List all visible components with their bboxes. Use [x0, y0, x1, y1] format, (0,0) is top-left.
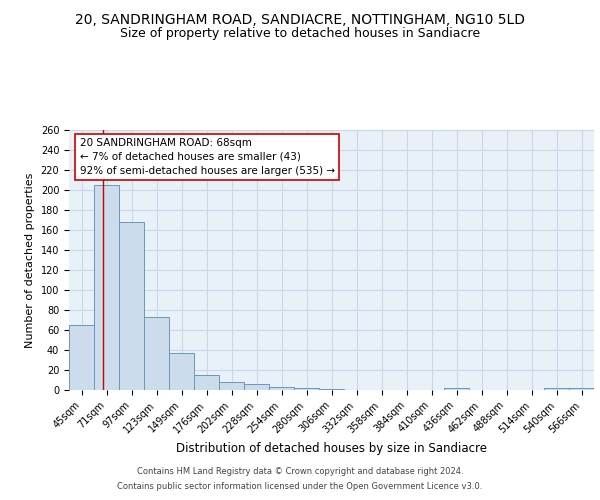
Bar	[144, 317, 169, 390]
Bar	[69, 325, 94, 390]
Bar	[294, 388, 319, 390]
Bar	[194, 375, 219, 390]
Bar	[319, 389, 344, 390]
Y-axis label: Number of detached properties: Number of detached properties	[25, 172, 35, 348]
Bar	[269, 387, 294, 390]
Bar	[444, 388, 469, 390]
Text: Size of property relative to detached houses in Sandiacre: Size of property relative to detached ho…	[120, 28, 480, 40]
Bar	[544, 388, 569, 390]
Text: Contains HM Land Registry data © Crown copyright and database right 2024.: Contains HM Land Registry data © Crown c…	[137, 467, 463, 476]
Text: Contains public sector information licensed under the Open Government Licence v3: Contains public sector information licen…	[118, 482, 482, 491]
Text: 20 SANDRINGHAM ROAD: 68sqm
← 7% of detached houses are smaller (43)
92% of semi-: 20 SANDRINGHAM ROAD: 68sqm ← 7% of detac…	[79, 138, 335, 176]
Bar	[119, 222, 144, 390]
Text: 20, SANDRINGHAM ROAD, SANDIACRE, NOTTINGHAM, NG10 5LD: 20, SANDRINGHAM ROAD, SANDIACRE, NOTTING…	[75, 12, 525, 26]
Bar	[169, 353, 194, 390]
Bar	[94, 185, 119, 390]
Bar	[244, 384, 269, 390]
Bar	[569, 388, 594, 390]
X-axis label: Distribution of detached houses by size in Sandiacre: Distribution of detached houses by size …	[176, 442, 487, 454]
Bar	[219, 382, 244, 390]
